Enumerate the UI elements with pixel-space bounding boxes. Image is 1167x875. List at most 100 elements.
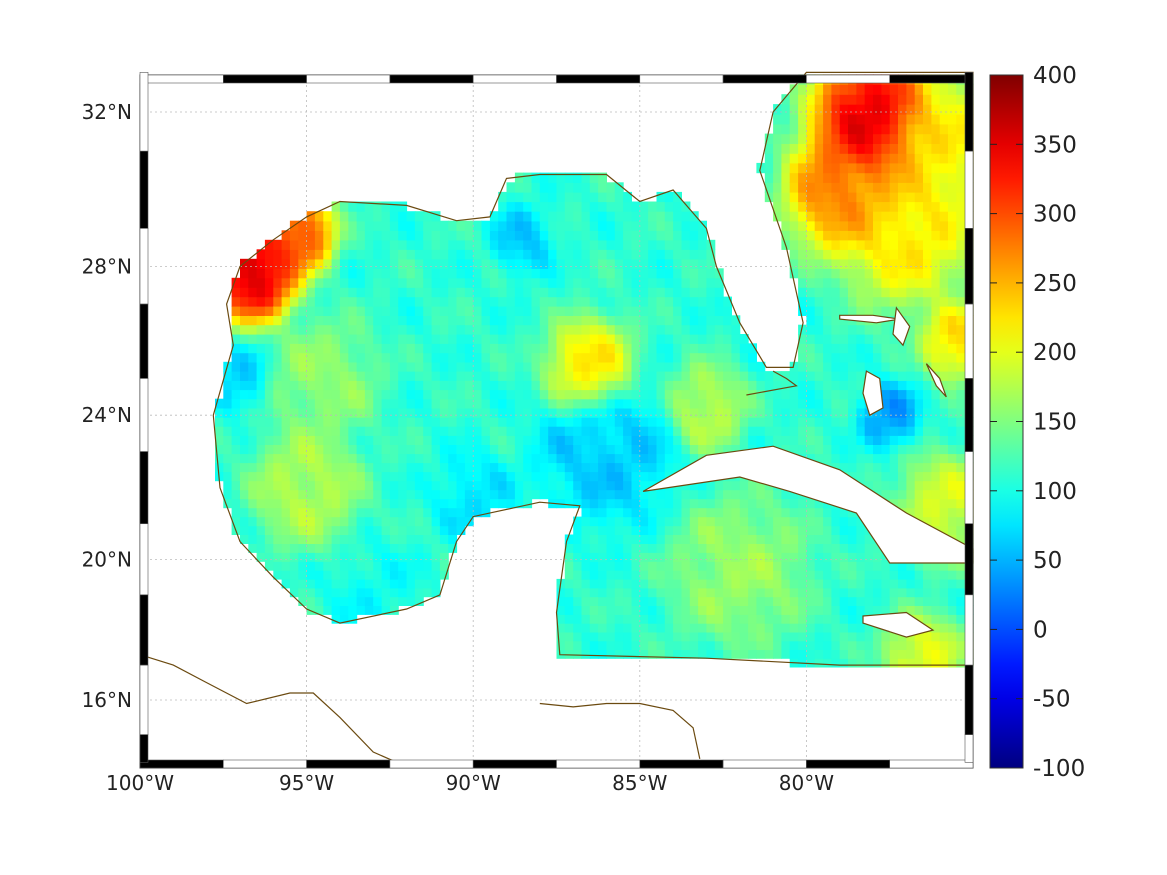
field-cell bbox=[781, 525, 791, 535]
field-cell bbox=[914, 230, 924, 241]
field-cell bbox=[298, 570, 308, 580]
field-cell bbox=[764, 552, 774, 562]
field-cell bbox=[864, 435, 874, 445]
field-cell bbox=[439, 352, 449, 363]
field-cell bbox=[331, 444, 341, 455]
field-cell bbox=[681, 649, 691, 659]
field-cell bbox=[398, 507, 408, 518]
field-cell bbox=[614, 561, 624, 571]
field-cell bbox=[481, 480, 491, 491]
field-cell bbox=[898, 133, 907, 144]
field-cell bbox=[289, 561, 299, 571]
field-cell bbox=[339, 614, 349, 624]
field-cell bbox=[698, 444, 707, 455]
field-cell bbox=[473, 239, 483, 250]
field-cell bbox=[589, 561, 599, 571]
field-cell bbox=[356, 498, 366, 509]
field-cell bbox=[798, 534, 807, 544]
field-cell bbox=[514, 239, 524, 250]
field-cell bbox=[598, 507, 607, 518]
field-cell bbox=[773, 371, 782, 381]
field-cell bbox=[948, 398, 957, 409]
field-cell bbox=[339, 507, 349, 518]
field-cell bbox=[356, 334, 366, 344]
field-cell bbox=[456, 249, 466, 260]
field-cell bbox=[439, 334, 449, 344]
field-cell bbox=[639, 201, 649, 212]
field-cell bbox=[648, 426, 657, 436]
field-cell bbox=[906, 94, 916, 105]
field-cell bbox=[556, 334, 566, 344]
field-cell bbox=[356, 287, 366, 298]
field-cell bbox=[648, 605, 657, 615]
field-cell bbox=[948, 94, 957, 105]
field-cell bbox=[764, 371, 774, 381]
field-cell bbox=[598, 249, 607, 260]
field-cell bbox=[631, 239, 641, 250]
field-cell bbox=[839, 534, 849, 544]
field-cell bbox=[648, 516, 657, 527]
field-cell bbox=[356, 489, 366, 500]
field-cell bbox=[748, 649, 757, 659]
field-cell bbox=[598, 407, 607, 418]
field-cell bbox=[456, 389, 466, 400]
field-cell bbox=[556, 277, 566, 288]
field-cell bbox=[698, 287, 707, 298]
field-cell bbox=[356, 268, 366, 279]
field-cell bbox=[481, 277, 491, 288]
field-cell bbox=[589, 230, 599, 241]
field-cell bbox=[956, 623, 966, 633]
field-cell bbox=[431, 352, 441, 363]
field-cell bbox=[906, 343, 916, 354]
field-cell bbox=[314, 296, 324, 307]
field-cell bbox=[914, 605, 924, 615]
field-cell bbox=[273, 334, 283, 344]
field-cell bbox=[556, 172, 566, 183]
field-cell bbox=[873, 371, 882, 381]
field-cell bbox=[464, 498, 474, 509]
field-cell bbox=[598, 631, 607, 642]
field-cell bbox=[756, 578, 766, 589]
frame-segment bbox=[806, 759, 891, 769]
field-cell bbox=[331, 230, 341, 241]
field-cell bbox=[873, 453, 882, 464]
field-cell bbox=[764, 398, 774, 409]
field-cell bbox=[373, 534, 383, 544]
field-cell bbox=[856, 211, 866, 222]
field-cell bbox=[881, 417, 891, 427]
field-cell bbox=[873, 143, 882, 154]
field-cell bbox=[589, 489, 599, 500]
field-cell bbox=[231, 507, 241, 518]
field-cell bbox=[714, 561, 724, 571]
field-cell bbox=[939, 114, 949, 125]
field-cell bbox=[264, 435, 274, 445]
lat-tick-label: 32°N bbox=[82, 100, 132, 124]
field-cell bbox=[956, 182, 966, 193]
field-cell bbox=[948, 631, 957, 642]
field-cell bbox=[339, 435, 349, 445]
field-cell bbox=[598, 417, 607, 427]
field-cell bbox=[889, 84, 899, 95]
field-cell bbox=[806, 658, 816, 668]
field-cell bbox=[506, 489, 516, 500]
field-cell bbox=[248, 471, 258, 482]
field-cell bbox=[914, 306, 924, 316]
field-cell bbox=[956, 296, 966, 307]
field-cell bbox=[681, 498, 691, 509]
field-cell bbox=[589, 417, 599, 427]
field-cell bbox=[748, 631, 757, 642]
island bbox=[892, 306, 911, 347]
field-cell bbox=[881, 426, 891, 436]
field-cell bbox=[215, 407, 224, 418]
field-cell bbox=[264, 334, 274, 344]
field-cell bbox=[423, 578, 433, 589]
field-cell bbox=[606, 389, 616, 400]
field-cell bbox=[714, 596, 724, 606]
field-cell bbox=[956, 587, 966, 598]
field-cell bbox=[748, 561, 757, 571]
field-cell bbox=[648, 507, 657, 518]
field-cell bbox=[264, 315, 274, 326]
field-cell bbox=[456, 268, 466, 279]
field-cell bbox=[598, 570, 607, 580]
field-cell bbox=[373, 361, 383, 372]
